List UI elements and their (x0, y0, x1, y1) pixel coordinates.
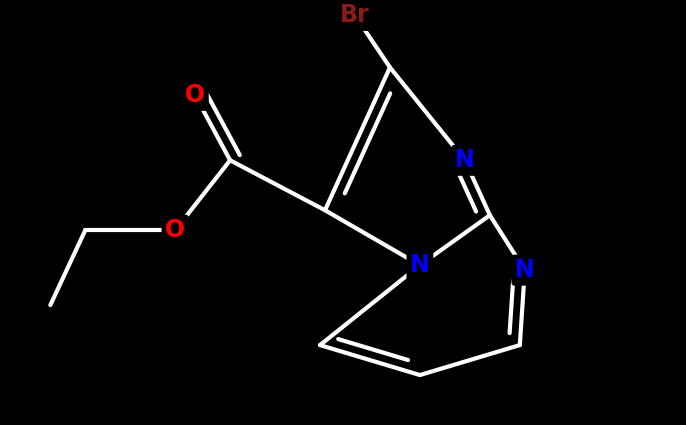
Text: O: O (165, 218, 185, 242)
Text: N: N (515, 258, 534, 282)
Text: Br: Br (340, 3, 370, 28)
Text: N: N (455, 148, 475, 172)
Text: O: O (185, 83, 205, 108)
Text: N: N (410, 253, 430, 277)
